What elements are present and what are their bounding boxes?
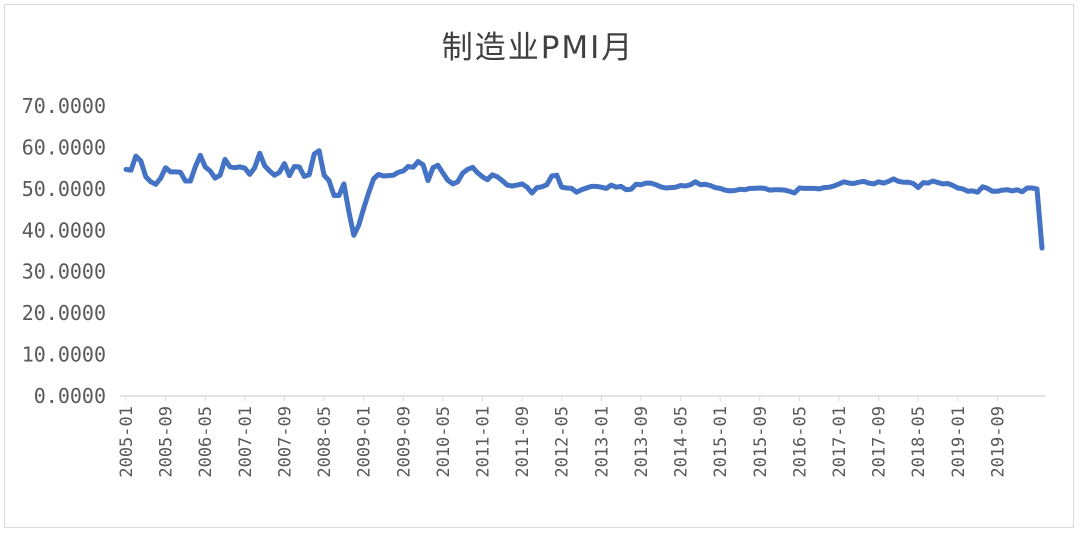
y-tick-label: 60.0000 bbox=[22, 135, 106, 159]
y-tick-label: 20.0000 bbox=[22, 301, 106, 325]
x-tick-label: 2015-09 bbox=[751, 406, 771, 478]
x-tick-label: 2005-09 bbox=[157, 406, 177, 478]
y-tick-label: 70.0000 bbox=[22, 94, 106, 118]
x-tick-label: 2016-05 bbox=[790, 406, 810, 478]
x-axis: 2005-01 2005-09 2006-05 2007-01 2007-09 2008-… bbox=[117, 396, 1008, 478]
x-tick-label: 2007-01 bbox=[236, 406, 256, 478]
x-tick-label: 2007-09 bbox=[275, 406, 295, 478]
x-tick-label: 2012-05 bbox=[553, 406, 573, 478]
chart-title: 制造业PMI月 bbox=[441, 30, 635, 66]
x-tick-label: 2015-01 bbox=[711, 406, 731, 478]
x-tick-label: 2019-09 bbox=[988, 406, 1008, 478]
series-line bbox=[123, 148, 1045, 251]
y-tick-label: 0.0000 bbox=[34, 384, 106, 408]
y-tick-label: 40.0000 bbox=[22, 218, 106, 242]
x-tick-label: 2013-01 bbox=[592, 406, 612, 478]
x-tick-label: 2009-01 bbox=[355, 406, 375, 478]
x-tick-label: 2011-09 bbox=[513, 406, 533, 478]
y-tick-label: 30.0000 bbox=[22, 260, 106, 284]
x-tick-label: 2017-01 bbox=[830, 406, 850, 478]
x-tick-label: 2005-01 bbox=[117, 406, 137, 478]
x-tick-label: 2008-05 bbox=[315, 406, 335, 478]
x-tick-label: 2014-05 bbox=[672, 406, 692, 478]
chart-frame bbox=[4, 4, 1074, 528]
y-tick-label: 50.0000 bbox=[22, 177, 106, 201]
x-tick-label: 2019-01 bbox=[949, 406, 969, 478]
x-tick-label: 2017-09 bbox=[870, 406, 890, 478]
y-axis: 0.0000 10.0000 20.0000 30.0000 40.0000 50.000… bbox=[22, 94, 106, 408]
x-tick-label: 2011-01 bbox=[473, 406, 493, 478]
x-tick-label: 2009-09 bbox=[394, 406, 414, 478]
x-tick-label: 2013-09 bbox=[632, 406, 652, 478]
y-tick-label: 10.0000 bbox=[22, 343, 106, 367]
x-tick-label: 2006-05 bbox=[196, 406, 216, 478]
x-tick-label: 2010-05 bbox=[434, 406, 454, 478]
x-tick-label: 2018-05 bbox=[909, 406, 929, 478]
